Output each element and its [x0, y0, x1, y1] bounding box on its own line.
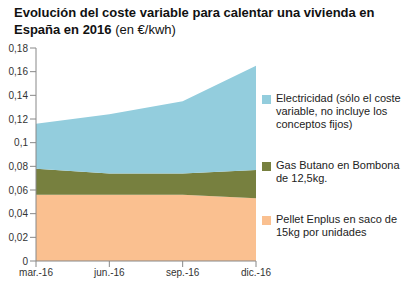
html-text:Evolución del coste variable p: Evolución del coste variable para calent… — [14, 5, 375, 37]
svg-text:0,08: 0,08 — [9, 161, 29, 172]
svg-text:0,04: 0,04 — [9, 208, 29, 219]
svg-text:0,02: 0,02 — [9, 232, 29, 243]
html-text:Electricidad (sólo el coste va: Electricidad (sólo el coste variable, no… — [276, 92, 401, 130]
svg-text:0,14: 0,14 — [9, 90, 29, 101]
html-text:Pellet Enplus en saco de 15kg: Pellet Enplus en saco de 15kg por unidad… — [276, 213, 398, 238]
html-text:Gas Butano en Bombona de 12,5k: Gas Butano en Bombona de 12,5kg. — [276, 159, 400, 184]
svg-text:0,18: 0,18 — [9, 43, 29, 54]
svg-text:sep.-16: sep.-16 — [166, 267, 200, 278]
svg-text:0,1: 0,1 — [14, 137, 28, 148]
svg-text:0,12: 0,12 — [9, 114, 29, 125]
svg-text:jun.-16: jun.-16 — [93, 267, 125, 278]
svg-text:0,16: 0,16 — [9, 66, 29, 77]
svg-text:0: 0 — [22, 256, 28, 267]
svg-text:0,06: 0,06 — [9, 185, 29, 196]
svg-text:mar.-16: mar.-16 — [19, 267, 53, 278]
svg-text:dic.-16: dic.-16 — [241, 267, 271, 278]
